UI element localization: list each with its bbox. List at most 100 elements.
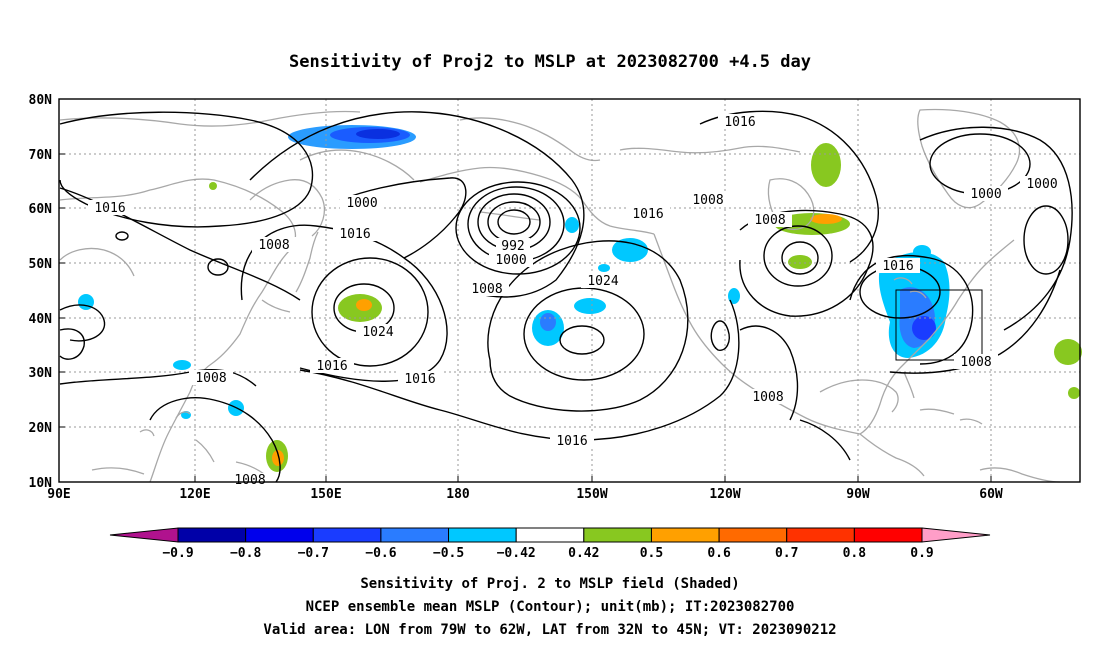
contour-label-992: 992 [501,239,524,254]
contour-label-1008-scs: 1008 [195,371,226,386]
caption-line-2: NCEP ensemble mean MSLP (Contour); unit(… [306,599,795,615]
contour-label-1008-mexico: 1008 [752,390,783,405]
shade-neg-pac-b [574,298,606,314]
colorbar-tick-label: 0.42 [568,546,599,561]
colorbar-box [786,527,855,543]
colorbar-tick-label: −0.5 [433,546,464,561]
colorbar-tick-label: −0.42 [497,546,536,561]
colorbar-box [177,527,247,543]
contour-high-1016-west [311,257,429,367]
contour-label-1000-atlantic: 1000 [1026,177,1057,192]
colorbar-box [583,527,652,543]
shade-neg-mexico [728,288,740,304]
contour-label-1008-japan: 1008 [258,238,289,253]
contour-label-1016-arctic: 1016 [724,115,755,130]
shade-pos-greenland [811,143,841,187]
lon-label-180: 180 [446,487,470,502]
contour-label-1008-hudson: 1008 [754,213,785,228]
lat-label-30n: 30N [29,366,53,381]
contour-label-1000-aleutian-a: 1000 [346,196,377,211]
contour-mexico-a [710,320,730,351]
lat-axis-labels: 80N 70N 60N 50N 40N 30N 20N 10N [29,93,53,491]
shade-pos-atlantic-b [1068,387,1080,399]
lat-label-20n: 20N [29,421,53,436]
lon-label-120w: 120W [709,487,740,502]
lon-label-90e: 90E [47,487,70,502]
lat-label-40n: 40N [29,312,53,327]
shade-pos-philsea-core [272,450,284,466]
figure-title: Sensitivity of Proj2 to MSLP at 20230827… [289,52,811,72]
lat-label-70n: 70N [29,148,53,163]
lon-label-90w: 90W [846,487,870,502]
map-frame [58,98,1081,483]
contour-low-atlantic [1023,205,1069,275]
colorbar-box [853,527,923,543]
contour-low-canada-b [781,241,819,275]
colorbar-tick-label: −0.7 [298,546,329,561]
colorbar-box [515,527,585,543]
colorbar-box [650,527,720,543]
shade-neg-pac-c [612,238,648,262]
lat-label-60n: 60N [29,202,53,217]
colorbar-tick-label: 0.8 [843,546,867,561]
colorbar-box [448,527,517,543]
contour-india-b [59,328,85,360]
lat-label-80n: 80N [29,93,53,108]
contour-label-1000-aleutian-b: 1000 [495,253,526,268]
shade-pos-westpac-core [356,299,372,311]
contour-label-1008-canada: 1008 [692,193,723,208]
colorbar [109,527,991,543]
contour-label-1016-gulfalaska: 1016 [632,207,663,222]
lon-label-60w: 60W [979,487,1003,502]
colorbar-tick-label: −0.9 [162,546,193,561]
colorbar-box [312,527,382,543]
colorbar-min-triangle [109,527,179,543]
shade-pos-hudson-b [788,255,812,269]
contour-label-1016-greatlakes: 1016 [882,259,913,274]
contour-label-1016-midpac: 1016 [404,372,435,387]
contour-1008-pacific [249,111,585,298]
contour-label-1008-atlantic: 1008 [960,355,991,370]
contour-low-west-a [207,258,229,276]
contour-caribbean [799,419,851,461]
contour-philsea [149,397,281,483]
contour-low-west-b [115,231,129,241]
colorbar-box [718,527,788,543]
lon-label-150e: 150E [310,487,341,502]
contour-label-1024-eastpac: 1024 [587,274,618,289]
contour-label-1008-philippines: 1008 [234,473,265,488]
colorbar-tick-label: 0.6 [707,546,731,561]
shade-pos-atlantic [1054,339,1082,365]
contour-labels: 1016 1000 1016 1008 992 1000 1008 1016 1… [88,114,1064,488]
contour-low-canada-a [763,225,833,287]
contour-mexico-b [739,325,799,421]
contour-1016-nw [59,111,314,228]
contour-label-1008-pacific: 1008 [471,282,502,297]
caption-line-3: Valid area: LON from 79W to 62W, LAT fro… [263,622,836,638]
contour-1008-eastcoast [889,269,1061,374]
contour-label-1016-nw: 1016 [94,201,125,216]
tick-marks [59,98,992,482]
shade-neg-arctic-core [356,129,400,139]
colorbar-tick-label: −0.6 [365,546,396,561]
contour-low-992-e [455,181,581,275]
contour-label-1016-japan-n: 1016 [339,227,370,242]
sensitivity-shading [78,125,1082,472]
shade-neg-alaska [565,217,579,233]
contour-label-1000-greenland: 1000 [970,187,1001,202]
shade-neg-eastus-core [912,316,936,340]
shade-neg-pac-a-core [540,313,556,331]
shade-pos-siberia [209,182,217,190]
contour-low-992-a [497,209,531,235]
contour-1016-arctic [699,110,879,263]
contour-label-1016-westpac-s: 1016 [316,359,347,374]
colorbar-tick-label: 0.9 [910,546,933,561]
contour-aleutian-1000 [339,177,467,259]
coastlines [59,108,1061,483]
captions: Sensitivity of Proj. 2 to MSLP field (Sh… [263,576,836,638]
lon-axis-labels: 90E 120E 150E 180 150W 120W 90W 60W [47,487,1003,502]
contour-high-1024-east [559,325,605,355]
colorbar-max-triangle [921,527,991,543]
colorbar-tick-label: 0.5 [640,546,663,561]
colorbar-box [380,527,450,543]
